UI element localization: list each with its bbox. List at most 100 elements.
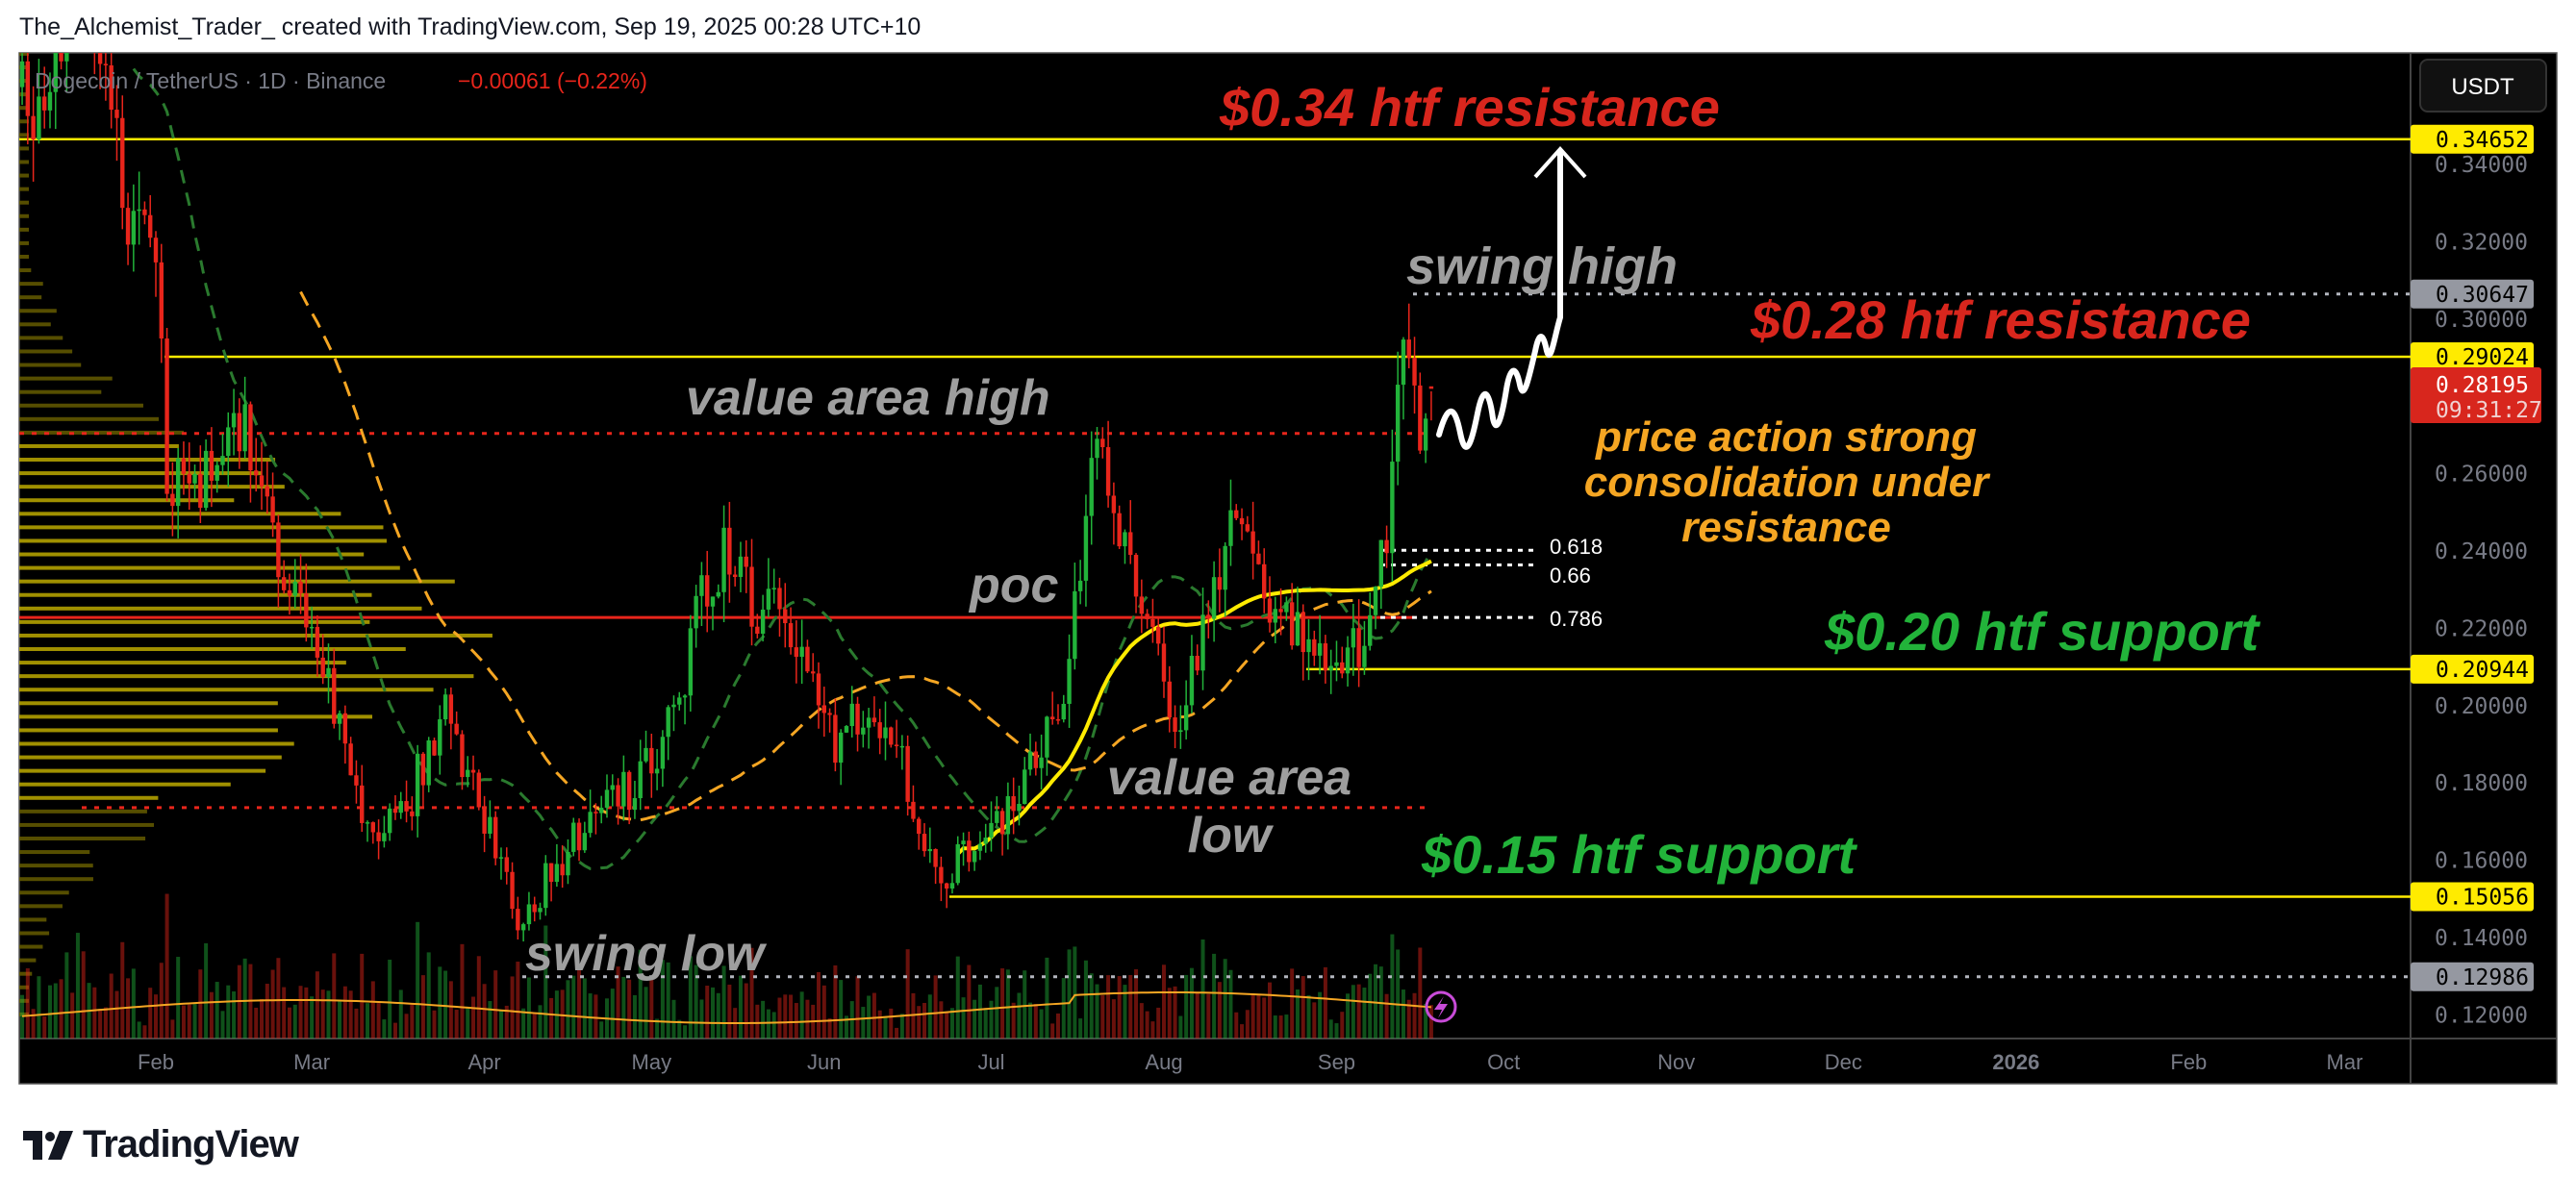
volume-bar (771, 1012, 776, 1039)
tradingview-logo[interactable]: TradingView (23, 1123, 299, 1166)
volume-bar (1150, 1021, 1155, 1039)
candle-body (1089, 458, 1094, 516)
volume-bar (899, 1014, 904, 1039)
lightning-icon[interactable] (1425, 990, 1457, 1023)
candle-body (198, 473, 203, 509)
volume-bar (81, 951, 86, 1039)
time-tick: Jun (807, 1050, 841, 1074)
volume-bar (59, 979, 63, 1039)
volume-bar (1328, 1019, 1333, 1039)
volume-bar (705, 986, 710, 1039)
annotation-consolidation-3: resistance (1681, 504, 1891, 551)
volume-bar (977, 984, 982, 1039)
candle-body (454, 723, 459, 735)
tradingview-wordmark: TradingView (83, 1123, 299, 1165)
volume-bar (821, 985, 826, 1039)
volume-profile-row (19, 416, 159, 421)
candle-body (588, 812, 593, 834)
candle-body (705, 575, 710, 607)
volume-bar (867, 995, 871, 1039)
candle-body (1100, 438, 1105, 448)
price-axis[interactable]: 0.34000 0.32000 0.30000 0.26000 0.24000 0.220… (2435, 153, 2528, 1028)
fib-label-0786: 0.786 (1550, 607, 1603, 631)
volume-bar (783, 994, 788, 1039)
candle-body (320, 657, 325, 677)
volume-bar (1250, 992, 1255, 1039)
volume-profile-row (19, 525, 384, 530)
time-axis[interactable]: Feb Mar Apr May Jun Jul Aug Sep Oct Nov Dec 2026 Feb… (138, 1050, 2362, 1074)
volume-bar (181, 1005, 186, 1039)
price-tick: 0.32000 (2435, 230, 2528, 255)
candle-body (871, 717, 877, 723)
candle-body (1128, 532, 1133, 556)
volume-bar (927, 994, 932, 1039)
symbol-legend[interactable]: Dogecoin / TetherUS · 1D · Binance (35, 68, 386, 93)
volume-bar (98, 1009, 103, 1039)
time-tick: Aug (1145, 1050, 1182, 1074)
volume-bar (1073, 946, 1077, 1039)
volume-bar (1301, 976, 1305, 1039)
volume-bar (209, 991, 214, 1039)
candle-body (1278, 609, 1283, 613)
volume-bar (498, 1010, 503, 1039)
candle-body (387, 808, 392, 834)
candle-body (365, 822, 370, 824)
volume-profile-row (19, 890, 69, 895)
volume-bar (777, 997, 782, 1039)
candle-body (1301, 612, 1305, 653)
candle-body (470, 769, 476, 773)
volume-bar (20, 994, 25, 1039)
annotation-020-support: $0.20 htf support (1824, 601, 2261, 662)
candle-body (175, 458, 181, 507)
usdt-button[interactable]: USDT (2419, 59, 2547, 113)
volume-bar (749, 947, 754, 1039)
candle-body (1273, 609, 1277, 623)
last-price: 0.28195 (2436, 373, 2529, 398)
volume-profile-row (19, 850, 90, 855)
candle-body (967, 840, 972, 863)
volume-profile-row (19, 1012, 29, 1016)
candle-body (694, 595, 698, 629)
price-pane[interactable] (19, 0, 2411, 1039)
candle-body (783, 609, 788, 624)
volume-bar (755, 1004, 760, 1039)
volume-bar (1045, 957, 1049, 1039)
candle-body (298, 581, 303, 594)
candle-body (1223, 545, 1227, 590)
candle-body (649, 747, 654, 774)
volume-bar (148, 988, 153, 1039)
volume-bar (571, 975, 576, 1039)
price-badge (2411, 124, 2534, 154)
price-badge (2411, 654, 2534, 684)
price-tick: 0.18000 (2435, 771, 2528, 796)
candle-body (1239, 517, 1245, 525)
candle-body (883, 727, 888, 739)
volume-profile-row (19, 877, 93, 882)
candle-body (504, 857, 509, 872)
volume-profile-row (19, 688, 434, 692)
volume-bar (593, 994, 598, 1039)
candle-body (259, 475, 265, 487)
candle-body (532, 904, 537, 913)
candle-body (148, 214, 153, 238)
annotation-consolidation-1: price action strong (1595, 413, 1977, 461)
candle-body (771, 588, 776, 589)
volume-bar (37, 976, 41, 1039)
volume-bar (961, 997, 966, 1039)
candle-body (1167, 681, 1172, 718)
time-tick: Oct (1487, 1050, 1520, 1074)
volume-bar (905, 949, 910, 1039)
volume-profile-row (19, 701, 278, 706)
volume-bar (538, 1005, 543, 1039)
candle-body (621, 771, 626, 807)
candle-body (1195, 655, 1200, 671)
volume-bar (1184, 974, 1189, 1039)
volume-bar (438, 966, 442, 1039)
volume-bar (1128, 975, 1133, 1039)
volume-bar (911, 992, 916, 1039)
candle-body (337, 713, 342, 724)
volume-bar (504, 1005, 509, 1039)
volume-bar (699, 999, 704, 1039)
candle-body (226, 427, 231, 457)
